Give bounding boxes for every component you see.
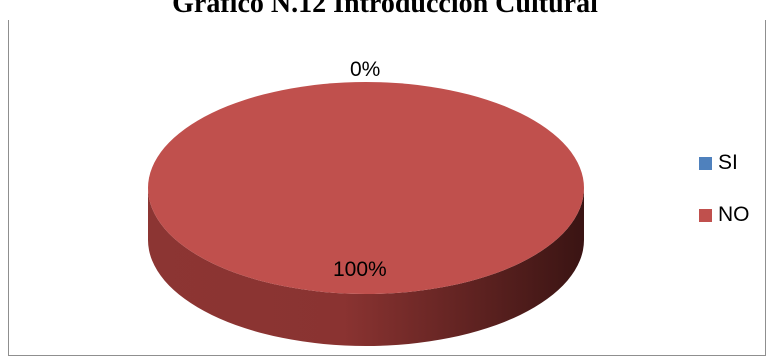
- legend-item-si: SI: [699, 150, 750, 176]
- legend-label-no: NO: [718, 203, 750, 226]
- legend-item-no: NO: [699, 202, 750, 228]
- legend-swatch-no: [699, 208, 712, 222]
- chart-title: Gráfico N.12 Introducción Cultural: [0, 0, 770, 20]
- data-label-no: 100%: [333, 258, 387, 281]
- data-label-si: 0%: [350, 58, 381, 81]
- legend-label-si: SI: [718, 151, 738, 174]
- pie-slice-no: [148, 82, 584, 294]
- legend: SI NO: [699, 150, 750, 254]
- legend-swatch-si: [699, 156, 712, 170]
- pie-slice-side: [148, 188, 584, 346]
